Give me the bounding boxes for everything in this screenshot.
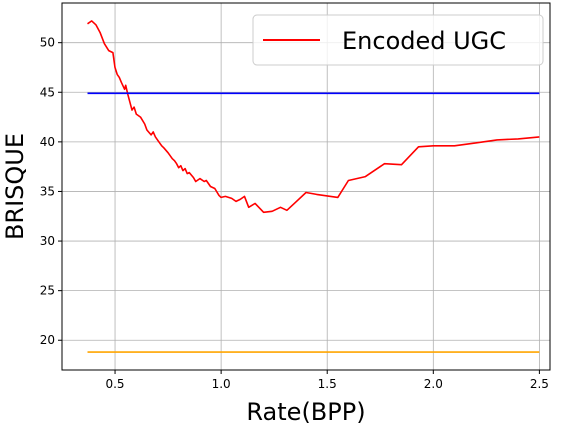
- y-tick-label-0: 20: [40, 333, 55, 347]
- series-line-0: [87, 20, 540, 214]
- y-tick-label-1: 25: [40, 284, 55, 298]
- legend-box: [252, 14, 544, 66]
- x-tick-label-3: 2.0: [424, 377, 443, 391]
- legend-label-encoded-ugc: Encoded UGC: [342, 27, 506, 55]
- x-tick-label-1: 1.0: [212, 377, 231, 391]
- y-tick-label-6: 50: [40, 36, 55, 50]
- x-tick-label-4: 2.5: [530, 377, 549, 391]
- axis-ticks: 0.5 1.0 1.5 2.0 2.5 20 25 30 35 40 45 50: [40, 36, 549, 391]
- plot-frame: [61, 2, 551, 371]
- y-tick-label-2: 30: [40, 234, 55, 248]
- legend: Encoded UGC: [252, 14, 544, 66]
- y-tick-label-5: 45: [40, 85, 55, 99]
- plot-series: [87, 20, 540, 353]
- x-axis-label: Rate(BPP): [246, 398, 365, 424]
- y-tick-label-3: 35: [40, 184, 55, 198]
- x-tick-label-0: 0.5: [105, 377, 124, 391]
- y-tick-label-4: 40: [40, 135, 55, 149]
- x-tick-label-2: 1.5: [318, 377, 337, 391]
- y-axis-label: BRISQUE: [1, 133, 29, 240]
